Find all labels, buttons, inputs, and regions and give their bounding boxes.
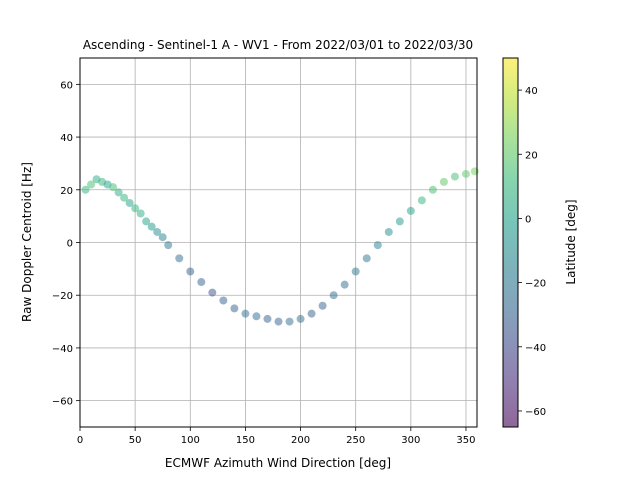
scatter-point bbox=[186, 267, 195, 276]
colorbar-tick-label: −60 bbox=[525, 407, 546, 418]
scatter-point bbox=[175, 254, 184, 263]
y-tick-label: 60 bbox=[60, 80, 73, 91]
scatter-point bbox=[439, 177, 448, 186]
x-tick-label: 300 bbox=[401, 435, 420, 446]
y-tick-label: 0 bbox=[67, 239, 73, 250]
x-tick-label: 250 bbox=[346, 435, 365, 446]
scatter-point bbox=[153, 227, 162, 236]
scatter-point bbox=[208, 288, 217, 297]
scatter-point bbox=[296, 314, 305, 323]
scatter-point bbox=[470, 167, 479, 176]
y-axis-ticks: −60 −40 −20 0 20 40 60 bbox=[52, 80, 80, 408]
x-axis-label: ECMWF Azimuth Wind Direction [deg] bbox=[165, 456, 391, 470]
scatter-point bbox=[230, 304, 239, 313]
scatter-point bbox=[362, 254, 371, 263]
scatter-point bbox=[142, 217, 151, 226]
scatter-point bbox=[241, 309, 250, 318]
scatter-point bbox=[158, 233, 167, 242]
scatter-point bbox=[136, 209, 145, 218]
scatter-point bbox=[428, 185, 437, 194]
scatter-point bbox=[164, 241, 173, 250]
scatter-point bbox=[461, 169, 470, 178]
scatter-point bbox=[318, 301, 327, 310]
x-tick-label: 100 bbox=[181, 435, 200, 446]
colorbar-tick-label: −20 bbox=[525, 279, 546, 290]
scatter-point bbox=[417, 196, 426, 205]
scatter-point bbox=[395, 217, 404, 226]
scatter-point bbox=[373, 241, 382, 250]
y-tick-label: −20 bbox=[52, 291, 73, 302]
grid bbox=[79, 58, 477, 427]
y-tick-label: 40 bbox=[60, 133, 73, 144]
scatter-point bbox=[329, 291, 338, 300]
scatter-point bbox=[351, 267, 360, 276]
x-tick-label: 0 bbox=[77, 435, 83, 446]
scatter-point bbox=[263, 314, 272, 323]
x-axis-ticks: 0 50 100 150 200 250 300 350 bbox=[77, 427, 476, 446]
y-tick-label: 20 bbox=[60, 186, 73, 197]
scatter-point bbox=[340, 280, 349, 289]
colorbar-ticks: −60 −40 −20 0 20 40 bbox=[518, 86, 546, 418]
colorbar-tick-label: 40 bbox=[525, 86, 538, 97]
scatter-point bbox=[406, 206, 415, 215]
scatter-point bbox=[285, 317, 294, 326]
x-tick-label: 350 bbox=[456, 435, 475, 446]
y-axis-label: Raw Doppler Centroid [Hz] bbox=[20, 162, 34, 322]
scatter-point bbox=[147, 222, 156, 231]
scatter-point bbox=[120, 193, 129, 202]
scatter-point bbox=[274, 317, 283, 326]
y-tick-label: −60 bbox=[52, 397, 73, 408]
x-tick-label: 150 bbox=[236, 435, 255, 446]
scatter-point bbox=[252, 312, 261, 321]
y-tick-label: −40 bbox=[52, 344, 73, 355]
colorbar-tick-label: 20 bbox=[525, 150, 538, 161]
scatter-point bbox=[450, 172, 459, 181]
colorbar-label: Latitude [deg] bbox=[564, 199, 578, 284]
scatter-point bbox=[219, 296, 228, 305]
scatter-point bbox=[125, 198, 134, 207]
scatter-point bbox=[81, 185, 90, 194]
scatter-points bbox=[81, 167, 479, 326]
x-tick-label: 200 bbox=[291, 435, 310, 446]
colorbar bbox=[502, 57, 519, 428]
scatter-point bbox=[307, 309, 316, 318]
scatter-point bbox=[109, 183, 118, 192]
chart-title: Ascending - Sentinel-1 A - WV1 - From 20… bbox=[83, 38, 473, 52]
scatter-point bbox=[87, 180, 96, 189]
scatter-point bbox=[197, 278, 206, 287]
x-tick-label: 50 bbox=[129, 435, 142, 446]
scatter-point bbox=[114, 188, 123, 197]
colorbar-tick-label: −40 bbox=[525, 343, 546, 354]
scatter-point bbox=[131, 204, 140, 213]
scatter-point bbox=[384, 227, 393, 236]
colorbar-tick-label: 0 bbox=[525, 214, 531, 225]
